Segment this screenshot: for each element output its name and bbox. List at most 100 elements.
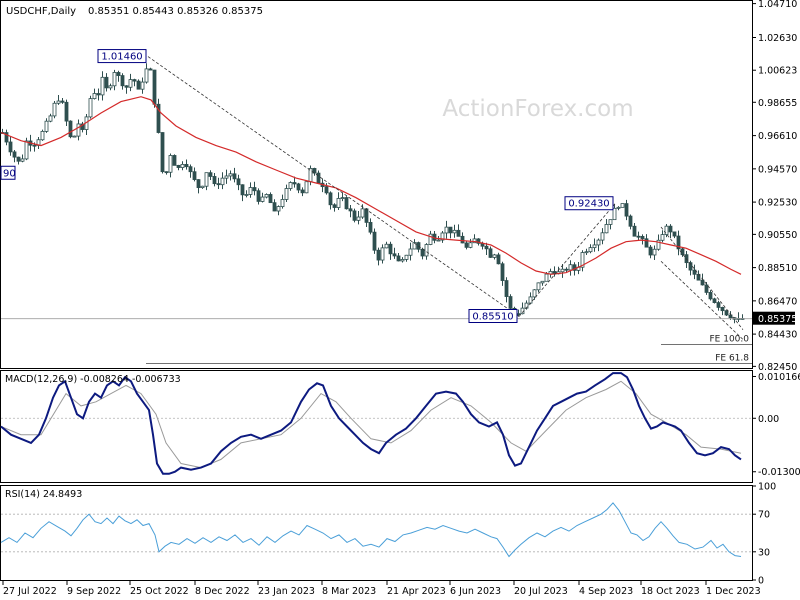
price-candle-body xyxy=(392,253,397,257)
x-tick-label: 8 Dec 2022 xyxy=(195,586,250,597)
last-price-tag-box xyxy=(753,311,795,325)
price-candle-body xyxy=(328,192,333,206)
price-candle-body xyxy=(564,268,569,271)
price-candle-body xyxy=(244,194,249,196)
price-candle-body xyxy=(44,120,49,132)
price-candle-body xyxy=(624,203,629,217)
price-candle-body xyxy=(484,245,489,250)
price-candle-body xyxy=(180,163,185,168)
x-tick-label: 18 Oct 2023 xyxy=(641,586,700,597)
price-layer: FE 100.0 FE 61.8 1.01460 0.85510 0.92430 90 xyxy=(0,49,752,364)
x-tick-label: 23 Jan 2023 xyxy=(258,586,315,597)
price-candle-body xyxy=(456,229,461,237)
price-candle-body xyxy=(588,247,593,253)
macd-label: MACD(12,26,9) -0.008264 -0.006733 xyxy=(5,374,181,385)
price-candle-body xyxy=(384,243,389,249)
price-candle-body xyxy=(476,238,481,244)
price-candle-body xyxy=(68,120,73,138)
price-candle-body xyxy=(560,268,565,273)
price-candle-body xyxy=(700,279,705,286)
fe-label: FE 100.0 xyxy=(710,334,750,344)
price-candle-body xyxy=(616,206,621,209)
price-candle-body xyxy=(156,103,161,133)
price-candle-body xyxy=(380,247,385,261)
price-y-tick-label: 0.98655 xyxy=(758,98,797,109)
trendline xyxy=(660,260,744,340)
price-candle-body xyxy=(48,115,53,122)
price-candle-body xyxy=(440,232,445,241)
price-candle-body xyxy=(200,185,205,189)
price-candle-body xyxy=(348,208,353,212)
price-candle-body xyxy=(620,203,625,208)
price-candle-body xyxy=(640,235,645,240)
rsi-y-tick-label: 30 xyxy=(758,547,770,558)
rsi-y-tick-label: 70 xyxy=(758,510,770,521)
price-candle-body xyxy=(396,255,401,262)
price-y-tick-label: 0.86470 xyxy=(758,296,797,307)
price-candle-body xyxy=(16,156,21,162)
price-candle-body xyxy=(88,98,93,118)
price-candle-body xyxy=(12,151,17,158)
price-candle-body xyxy=(296,183,301,191)
rsi-y-tick-label: 100 xyxy=(758,482,776,493)
rsi-line xyxy=(0,502,742,558)
price-candle-body xyxy=(260,196,265,202)
price-candle-body xyxy=(132,79,137,82)
price-candle-body xyxy=(144,68,149,83)
price-candle-body xyxy=(272,202,277,212)
chart-symbol: USDCHF,Daily xyxy=(6,6,76,17)
price-candle-body xyxy=(120,75,125,87)
price-candle-body xyxy=(388,243,393,255)
swing-price-label-box xyxy=(468,309,518,324)
price-candle-body xyxy=(708,292,713,300)
price-candle-body xyxy=(400,259,405,262)
price-candle-body xyxy=(596,239,601,246)
macd-layer: MACD(12,26,9) -0.008264 -0.006733 xyxy=(0,372,752,475)
swing-price-label-box xyxy=(97,49,147,64)
x-tick-label: 4 Sep 2023 xyxy=(579,586,633,597)
fe-label: FE 61.8 xyxy=(715,354,749,364)
price-y-tick-label: 0.82450 xyxy=(758,362,797,373)
moving-average-line xyxy=(0,96,742,275)
rsi-y-tick-label: 0 xyxy=(758,576,764,587)
rsi-layer: RSI(14) 24.8493 xyxy=(0,489,752,558)
price-candle-body xyxy=(628,215,633,227)
price-candle-body xyxy=(460,235,465,244)
price-candle-body xyxy=(572,264,577,271)
price-candle-body xyxy=(64,101,69,122)
price-candle-body xyxy=(608,219,613,225)
price-candle-body xyxy=(584,251,589,254)
price-candle-body xyxy=(444,226,449,234)
macd-line xyxy=(0,372,742,475)
price-candle-body xyxy=(340,197,345,199)
price-candle-body xyxy=(424,244,429,257)
price-candle-body xyxy=(664,225,669,235)
macd-y-tick-label: 0.00 xyxy=(758,414,779,425)
price-candle-body xyxy=(336,198,341,208)
price-candle-body xyxy=(4,132,9,143)
price-candle-body xyxy=(8,141,13,153)
price-candle-body xyxy=(704,284,709,293)
price-candle-body xyxy=(724,310,729,316)
left-price-label: 90 xyxy=(3,168,16,179)
price-candle-body xyxy=(316,172,321,184)
price-candle-body xyxy=(712,298,717,303)
price-candle-body xyxy=(192,171,197,180)
price-candle-body xyxy=(504,280,509,297)
price-candle-body xyxy=(448,226,453,234)
price-candle-body xyxy=(360,208,365,218)
price-candle-body xyxy=(300,189,305,194)
price-candle-body xyxy=(344,197,349,210)
price-candle-body xyxy=(532,289,537,298)
price-candle-body xyxy=(288,182,293,189)
price-candle-body xyxy=(488,248,493,258)
price-candle-body xyxy=(236,178,241,186)
price-candle-body xyxy=(208,172,213,177)
price-candle-body xyxy=(468,242,473,248)
price-y-tick-label: 0.88510 xyxy=(758,263,797,274)
swing-price-label: 0.85510 xyxy=(472,312,513,323)
rsi-panel xyxy=(0,485,753,581)
price-y-tick-label: 0.94570 xyxy=(758,164,797,175)
macd-signal-line xyxy=(0,380,742,469)
price-candle-body xyxy=(252,187,257,192)
